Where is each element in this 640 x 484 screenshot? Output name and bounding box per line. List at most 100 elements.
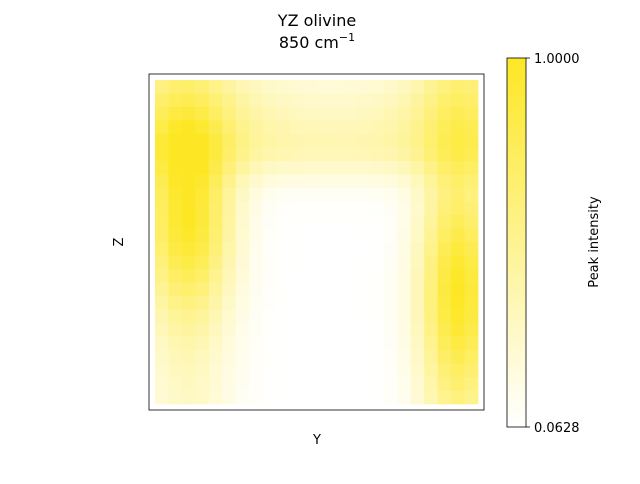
heatmap-cell xyxy=(155,377,169,391)
heatmap-cell xyxy=(383,350,398,364)
heatmap-cell xyxy=(316,188,331,202)
heatmap-cell xyxy=(397,336,412,351)
heatmap-cell xyxy=(208,134,223,148)
heatmap-cell xyxy=(410,174,425,189)
heatmap-cell xyxy=(303,377,317,391)
heatmap-cell xyxy=(464,174,479,189)
heatmap-cell xyxy=(168,255,183,270)
heatmap-cell xyxy=(343,174,358,189)
heatmap-cell xyxy=(397,296,412,310)
heatmap-cell xyxy=(195,134,210,148)
heatmap-cell xyxy=(424,188,438,202)
heatmap-cell xyxy=(424,174,438,189)
colorbar-min-label: 0.0628 xyxy=(534,421,580,436)
heatmap-cell xyxy=(276,174,290,189)
heatmap-cell xyxy=(303,363,317,378)
heatmap-cell xyxy=(289,377,304,391)
heatmap-cell xyxy=(464,377,479,391)
heatmap-cell xyxy=(303,282,317,297)
heatmap-cell xyxy=(437,255,452,270)
heatmap-cell xyxy=(168,363,183,378)
heatmap-cell xyxy=(316,377,331,391)
heatmap-cell xyxy=(451,120,465,135)
heatmap-cell xyxy=(451,161,465,175)
heatmap-cell xyxy=(303,147,317,162)
heatmap-cell xyxy=(249,377,264,391)
heatmap-cell xyxy=(262,147,277,162)
heatmap-cell xyxy=(437,282,452,297)
heatmap-cell xyxy=(356,390,371,405)
heatmap-cell xyxy=(451,390,465,405)
heatmap-cell xyxy=(249,269,264,283)
heatmap-cell xyxy=(451,350,465,364)
heatmap-cell xyxy=(397,363,412,378)
heatmap-cell xyxy=(410,107,425,121)
heatmap-cell xyxy=(464,242,479,256)
heatmap-cell xyxy=(208,147,223,162)
heatmap-cell xyxy=(383,188,398,202)
heatmap-cell xyxy=(289,269,304,283)
heatmap-cell xyxy=(222,120,237,135)
heatmap-cell xyxy=(464,215,479,229)
heatmap-cell xyxy=(316,161,331,175)
heatmap-cell xyxy=(397,350,412,364)
heatmap-cell xyxy=(343,93,358,108)
heatmap-cell xyxy=(181,336,196,351)
heatmap-cell xyxy=(155,188,169,202)
heatmap-cell xyxy=(155,215,169,229)
heatmap-cell xyxy=(155,296,169,310)
heatmap-cell xyxy=(383,134,398,148)
heatmap-cell xyxy=(262,80,277,94)
heatmap-cell xyxy=(397,134,412,148)
heatmap-cell xyxy=(437,80,452,94)
heatmap-cell xyxy=(451,80,465,94)
heatmap-cell xyxy=(356,80,371,94)
heatmap-cell xyxy=(222,336,237,351)
heatmap-cell xyxy=(303,309,317,324)
heatmap-cell xyxy=(464,390,479,405)
heatmap-cell xyxy=(329,255,344,270)
heatmap-cell xyxy=(289,336,304,351)
heatmap-cell xyxy=(383,107,398,121)
heatmap-cell xyxy=(424,228,438,243)
heatmap-cell xyxy=(437,93,452,108)
heatmap-cell xyxy=(410,215,425,229)
heatmap-cell xyxy=(329,174,344,189)
heatmap-cell xyxy=(181,269,196,283)
heatmap-cell xyxy=(329,336,344,351)
heatmap-cell xyxy=(464,323,479,337)
heatmap-cell xyxy=(249,309,264,324)
heatmap-cell xyxy=(208,390,223,405)
colorbar-label: Peak intensity xyxy=(587,196,602,288)
heatmap-cell xyxy=(208,174,223,189)
heatmap-cell xyxy=(437,161,452,175)
heatmap-cell xyxy=(410,269,425,283)
heatmap-cell xyxy=(329,350,344,364)
heatmap-cell xyxy=(276,107,290,121)
heatmap-cell xyxy=(181,242,196,256)
heatmap-cell xyxy=(397,201,412,216)
heatmap-cell xyxy=(383,80,398,94)
heatmap-cell xyxy=(303,390,317,405)
heatmap-cell xyxy=(343,269,358,283)
heatmap-cell xyxy=(155,269,169,283)
heatmap-cell xyxy=(181,147,196,162)
heatmap-cell xyxy=(289,188,304,202)
heatmap-cell xyxy=(397,107,412,121)
heatmap-cell xyxy=(235,390,250,405)
heatmap-cell xyxy=(464,296,479,310)
heatmap-cell xyxy=(410,120,425,135)
heatmap-cell xyxy=(155,107,169,121)
heatmap-cell xyxy=(235,336,250,351)
heatmap-cell xyxy=(235,242,250,256)
heatmap-cell xyxy=(316,255,331,270)
heatmap-cell xyxy=(249,80,264,94)
heatmap-cell xyxy=(155,80,169,94)
heatmap-cell xyxy=(343,161,358,175)
heatmap-cell xyxy=(168,201,183,216)
heatmap-cell xyxy=(356,350,371,364)
heatmap-cell xyxy=(181,201,196,216)
heatmap-cell xyxy=(222,255,237,270)
heatmap-cell xyxy=(195,242,210,256)
heatmap-cell xyxy=(155,323,169,337)
